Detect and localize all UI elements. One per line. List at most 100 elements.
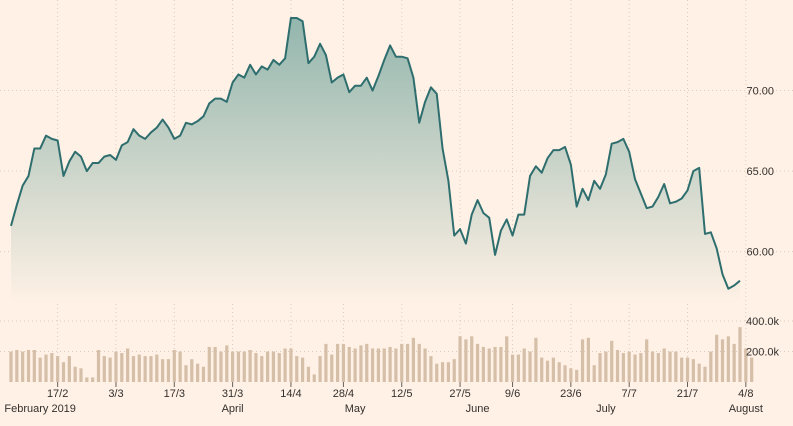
volume-bar <box>481 346 485 382</box>
volume-bar <box>592 365 596 382</box>
volume-bar <box>458 336 462 382</box>
volume-bar <box>143 356 147 382</box>
x-tick-label: 7/7 <box>622 388 637 400</box>
x-tick-label: 9/6 <box>505 388 520 400</box>
volume-bar <box>545 360 550 382</box>
volume-bar <box>236 351 241 382</box>
x-axis-labels: 17/2 3/3 17/3 31/3 14/4 28/4 12/5 27/5 9/6 23/6 7/… <box>4 382 763 415</box>
x-month-label: February 2019 <box>4 403 76 415</box>
volume-bar <box>668 351 672 382</box>
volume-bar <box>359 345 363 382</box>
volume-bar <box>149 356 153 382</box>
volume-bar <box>685 357 690 382</box>
price-y-tick-label: 70.00 <box>746 86 774 98</box>
volume-bar <box>21 351 25 382</box>
volume-bar <box>196 363 200 382</box>
volume-bar <box>499 346 503 382</box>
volume-bar <box>726 336 730 382</box>
volume-bar <box>598 353 602 382</box>
volume-bar <box>715 334 719 382</box>
volume-bar <box>131 356 136 382</box>
volume-bar <box>335 343 340 382</box>
volume-bar <box>126 348 130 382</box>
volume-bar <box>604 351 608 382</box>
volume-bar <box>528 351 532 382</box>
volume-bar <box>645 339 649 382</box>
volume-bar <box>394 348 398 382</box>
price-area-fill <box>11 18 740 305</box>
volume-bar <box>621 353 625 382</box>
volume-bar <box>505 336 509 382</box>
volume-bar <box>493 346 497 382</box>
volume-bar <box>586 337 590 382</box>
volume-bar <box>295 356 299 382</box>
volume-bar <box>522 348 526 382</box>
volume-bar <box>184 365 188 382</box>
volume-bar <box>96 350 101 382</box>
volume-bar <box>9 351 13 382</box>
volume-bar <box>190 359 194 382</box>
volume-bar <box>137 354 141 382</box>
volume-bar <box>254 353 258 382</box>
volume-bar <box>26 350 31 382</box>
volume-bar <box>213 346 217 382</box>
volume-bar <box>610 340 614 382</box>
volume-bar <box>709 351 713 382</box>
volume-bar <box>38 357 42 382</box>
x-tick-label: 14/4 <box>280 388 301 400</box>
price-area <box>10 17 741 305</box>
volume-bar <box>231 351 235 382</box>
volume-bar <box>219 351 223 382</box>
volume-bar <box>551 357 555 382</box>
volume-bar <box>580 339 585 382</box>
volume-bar <box>575 369 579 382</box>
volume-bar <box>79 368 83 382</box>
volume-bar <box>324 343 328 382</box>
volume-bar <box>691 359 695 382</box>
volume-bar <box>738 327 742 382</box>
x-tick-label: 23/6 <box>560 388 581 400</box>
volume-bar <box>417 343 421 382</box>
x-tick-label: 3/3 <box>108 388 123 400</box>
volume-bar <box>744 348 748 382</box>
volume-bar <box>510 354 515 382</box>
volume-bar <box>242 351 246 382</box>
volume-bar <box>108 357 112 382</box>
volume-bar <box>563 365 567 382</box>
volume-bar <box>67 356 71 382</box>
x-tick-label: 12/5 <box>391 388 412 400</box>
volume-bar <box>732 343 736 382</box>
volume-bar <box>382 348 386 382</box>
volume-y-tick-label: 200.0k <box>746 347 780 359</box>
volume-bar <box>446 362 451 382</box>
volume-bar <box>260 356 264 382</box>
volume-bar <box>102 356 106 382</box>
volume-bar <box>452 359 456 382</box>
volume-bar <box>376 348 381 382</box>
volume-bar <box>15 350 19 382</box>
volume-bar <box>674 351 678 382</box>
volume-bars <box>9 327 754 382</box>
y-axis-labels: 60.00 65.00 70.00 200.0k 400.0k <box>746 86 780 359</box>
x-month-label: August <box>729 403 763 415</box>
x-tick-label: 28/4 <box>333 388 354 400</box>
volume-bar <box>330 354 334 382</box>
volume-bar <box>341 343 346 382</box>
volume-bar <box>470 336 474 382</box>
price-y-tick-label: 60.00 <box>746 247 774 259</box>
volume-bar <box>120 353 124 382</box>
volume-bar <box>475 343 480 382</box>
volume-bar <box>720 339 725 382</box>
volume-bar <box>405 343 410 382</box>
volume-bar <box>435 363 439 382</box>
volume-bar <box>464 339 468 382</box>
volume-bar <box>166 359 171 382</box>
volume-bar <box>627 351 631 382</box>
volume-bar <box>534 337 538 382</box>
volume-bar <box>312 374 316 382</box>
x-tick-label: 27/5 <box>449 388 470 400</box>
volume-bar <box>440 362 445 382</box>
volume-bar <box>750 357 754 382</box>
